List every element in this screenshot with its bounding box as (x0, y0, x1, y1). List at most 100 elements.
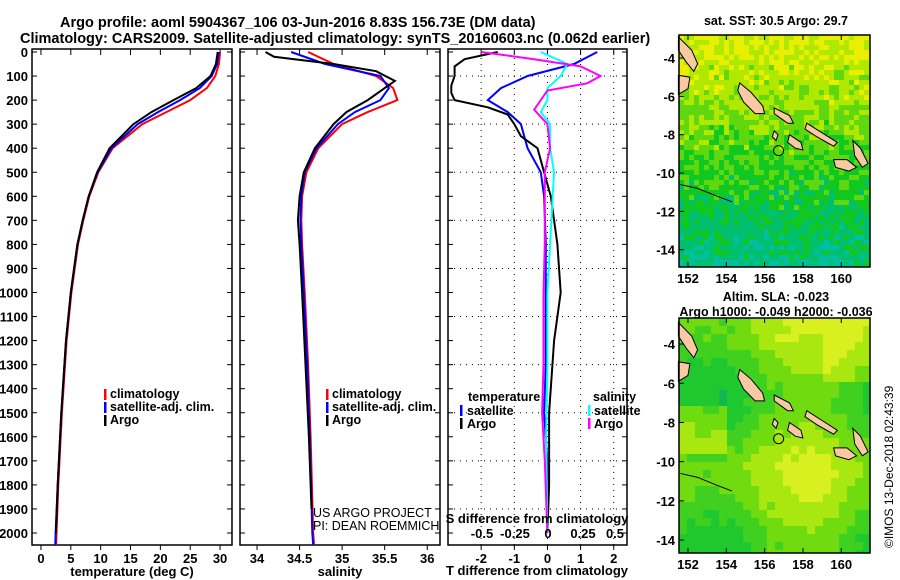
map-cell (734, 265, 739, 267)
map-cell (839, 145, 844, 150)
map-cell (834, 75, 839, 80)
map-cell (767, 382, 775, 390)
map-cell (779, 260, 784, 265)
map-cell (819, 235, 824, 240)
map-cell (775, 502, 783, 510)
map-cell (704, 180, 709, 185)
map-cell (831, 406, 839, 414)
map-cell (824, 230, 829, 235)
map-cell (814, 85, 819, 90)
map-cell (703, 422, 711, 430)
map-cell (784, 190, 789, 195)
map-cell (699, 165, 704, 170)
map-cell (694, 230, 699, 235)
map-cell (679, 190, 684, 195)
map-cell (839, 215, 844, 220)
map-cell (735, 414, 743, 422)
map-cell (689, 210, 694, 215)
map-cell (699, 225, 704, 230)
map-cell (804, 140, 809, 145)
map-cell (719, 446, 727, 454)
map-cell (804, 175, 809, 180)
map-cell (847, 342, 855, 350)
map-cell (855, 494, 863, 502)
map-cell (855, 502, 863, 510)
map-cell (814, 50, 819, 55)
map-cell (735, 406, 743, 414)
map-cell (854, 190, 859, 195)
map-cell (739, 210, 744, 215)
map-cell (759, 115, 764, 120)
map-cell (807, 510, 815, 518)
map-cell (754, 65, 759, 70)
map-cell (719, 260, 724, 265)
map-cell (767, 526, 775, 534)
map-cell (789, 80, 794, 85)
map-cell (751, 334, 759, 342)
map-cell (687, 438, 695, 446)
map-cell (847, 430, 855, 438)
map-cell (849, 155, 854, 160)
map-cell (704, 130, 709, 135)
map-cell (709, 185, 714, 190)
map-cell (764, 230, 769, 235)
map-cell (791, 318, 799, 326)
map-cell (809, 120, 814, 125)
map-cell (759, 478, 767, 486)
map-cell (764, 200, 769, 205)
map-cell (807, 398, 815, 406)
map-cell (774, 170, 779, 175)
map-cell (749, 145, 754, 150)
map-cell (727, 326, 735, 334)
map-cell (779, 90, 784, 95)
map-cell (849, 100, 854, 105)
map-cell (779, 185, 784, 190)
map-cell (759, 155, 764, 160)
map-cell (703, 358, 711, 366)
map-cell (844, 245, 849, 250)
map-cell (739, 120, 744, 125)
map-cell (829, 165, 834, 170)
map-cell (834, 135, 839, 140)
map-cell (819, 220, 824, 225)
map-cell (819, 75, 824, 80)
map-cell (759, 175, 764, 180)
map-cell (704, 210, 709, 215)
map-cell (704, 100, 709, 105)
map-cell (711, 390, 719, 398)
map-cell (789, 40, 794, 45)
map-cell (709, 235, 714, 240)
map-cell (759, 250, 764, 255)
map-cell (679, 260, 684, 265)
map-cell (809, 105, 814, 110)
map-cell (679, 526, 687, 534)
map-cell (779, 140, 784, 145)
map-cell (834, 105, 839, 110)
map-cell (744, 235, 749, 240)
map-cell (704, 150, 709, 155)
map-cell (789, 185, 794, 190)
map-cell (863, 534, 870, 542)
map-cell (859, 85, 864, 90)
map-cell (751, 374, 759, 382)
map-cell (839, 55, 844, 60)
map-cell (764, 125, 769, 130)
map-cell (729, 50, 734, 55)
map-cell (819, 200, 824, 205)
map-cell (749, 140, 754, 145)
map-cell (684, 65, 689, 70)
map-cell (751, 406, 759, 414)
map-cell (807, 326, 815, 334)
map-cell (694, 180, 699, 185)
map-cell (727, 438, 735, 446)
map-cell (864, 50, 869, 55)
map-cell (814, 190, 819, 195)
map-cell (864, 35, 869, 40)
legend-label: satellite (467, 404, 514, 418)
map-cell (859, 140, 864, 145)
map-cell (854, 60, 859, 65)
map-cell (704, 75, 709, 80)
map-cell (855, 318, 863, 326)
map-cell (679, 65, 684, 70)
map-cell (784, 45, 789, 50)
